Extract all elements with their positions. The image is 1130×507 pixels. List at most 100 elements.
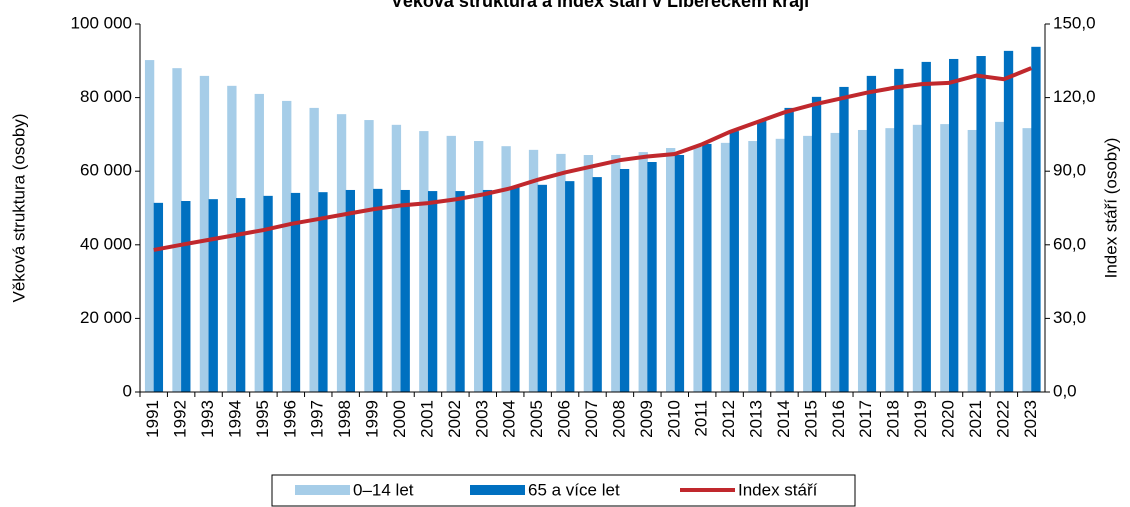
x-tick-label: 2023 bbox=[1021, 400, 1040, 438]
bar bbox=[482, 189, 493, 392]
bar bbox=[803, 135, 813, 392]
x-tick-label: 1994 bbox=[225, 400, 244, 438]
x-tick-label: 2004 bbox=[500, 400, 519, 438]
bar bbox=[565, 181, 575, 392]
bar bbox=[510, 187, 520, 392]
legend-box bbox=[271, 474, 856, 507]
bar bbox=[729, 131, 739, 392]
bar bbox=[885, 128, 895, 393]
bar bbox=[647, 162, 657, 392]
bar bbox=[153, 202, 164, 392]
bar bbox=[967, 129, 977, 392]
x-tick-label: 2014 bbox=[774, 400, 793, 438]
bar bbox=[474, 141, 484, 392]
bar bbox=[693, 146, 703, 392]
bar bbox=[419, 131, 429, 392]
bar bbox=[757, 120, 767, 392]
bar bbox=[556, 153, 566, 392]
x-tick-label: 2016 bbox=[829, 400, 848, 438]
y-tick-label: 40 000 bbox=[80, 234, 132, 253]
x-tick-label: 2013 bbox=[747, 400, 766, 438]
y2-tick-label: 60,0 bbox=[1053, 234, 1086, 253]
bar bbox=[949, 58, 959, 393]
bar bbox=[345, 189, 356, 392]
legend-swatch bbox=[295, 485, 350, 495]
bar bbox=[427, 191, 438, 392]
chart-title: Věková struktura a index stáří v Liberec… bbox=[391, 0, 809, 11]
bar bbox=[912, 124, 923, 392]
bar bbox=[254, 93, 264, 393]
bar bbox=[282, 100, 292, 393]
bar bbox=[199, 75, 210, 392]
x-tick-label: 1999 bbox=[363, 400, 382, 438]
x-tick-label: 1992 bbox=[171, 400, 190, 438]
bar bbox=[144, 60, 155, 393]
y-tick-label: 100 000 bbox=[71, 13, 132, 32]
bar bbox=[611, 155, 621, 392]
bar bbox=[1031, 46, 1041, 392]
bar bbox=[583, 155, 594, 392]
x-tick-label: 2005 bbox=[527, 400, 546, 438]
y-tick-label: 0 bbox=[123, 381, 132, 400]
legend-label: 65 a více let bbox=[528, 480, 620, 499]
bar bbox=[235, 198, 246, 392]
bar bbox=[784, 107, 794, 393]
x-tick-label: 2001 bbox=[417, 400, 436, 438]
bar bbox=[619, 168, 630, 392]
x-tick-label: 1991 bbox=[143, 400, 162, 438]
bar bbox=[940, 124, 950, 392]
bar bbox=[921, 61, 931, 393]
bar bbox=[364, 120, 374, 392]
bar bbox=[181, 201, 191, 392]
bar bbox=[528, 149, 539, 392]
bar bbox=[811, 96, 822, 392]
y2-tick-label: 90,0 bbox=[1053, 161, 1086, 180]
bar bbox=[638, 152, 648, 392]
bar bbox=[748, 141, 758, 392]
legend-swatch bbox=[470, 485, 525, 495]
y2-tick-label: 150,0 bbox=[1053, 13, 1096, 32]
y-axis-label: Věková struktura (osoby) bbox=[9, 114, 28, 303]
x-tick-label: 2008 bbox=[609, 400, 628, 438]
bar bbox=[455, 191, 465, 392]
x-tick-label: 2002 bbox=[445, 400, 464, 438]
y2-tick-label: 0,0 bbox=[1053, 381, 1077, 400]
x-tick-label: 1993 bbox=[198, 400, 217, 438]
x-tick-label: 2018 bbox=[884, 400, 903, 438]
y2-axis-label: Index stáří (osoby) bbox=[1101, 138, 1120, 279]
bar bbox=[839, 86, 849, 392]
x-tick-label: 2010 bbox=[664, 400, 683, 438]
bar bbox=[318, 192, 328, 392]
legend-label: Index stáří bbox=[738, 480, 818, 499]
y-tick-label: 20 000 bbox=[80, 308, 132, 327]
bar bbox=[400, 189, 410, 392]
bar bbox=[1003, 50, 1014, 392]
y-tick-label: 80 000 bbox=[80, 87, 132, 106]
bar bbox=[172, 68, 182, 392]
x-tick-label: 1998 bbox=[335, 400, 354, 438]
x-tick-label: 2009 bbox=[637, 400, 656, 438]
bar bbox=[775, 138, 786, 392]
bar bbox=[665, 148, 676, 392]
bar bbox=[373, 188, 383, 392]
bar bbox=[894, 68, 904, 393]
bar bbox=[976, 56, 986, 393]
bar bbox=[857, 129, 868, 392]
y2-tick-label: 30,0 bbox=[1053, 308, 1086, 327]
bar bbox=[1022, 128, 1032, 393]
bar bbox=[290, 192, 301, 392]
bar bbox=[702, 143, 712, 392]
x-tick-label: 2012 bbox=[719, 400, 738, 438]
x-tick-label: 2021 bbox=[966, 400, 985, 438]
legend-label: 0–14 let bbox=[353, 480, 414, 499]
x-tick-label: 2011 bbox=[692, 400, 711, 437]
bar bbox=[208, 199, 218, 392]
x-tick-label: 1996 bbox=[280, 400, 299, 438]
bar bbox=[866, 75, 877, 392]
bar bbox=[391, 124, 402, 392]
bar bbox=[592, 177, 602, 392]
bar bbox=[720, 142, 731, 392]
x-tick-label: 2006 bbox=[555, 400, 574, 438]
x-tick-label: 1995 bbox=[253, 400, 272, 438]
